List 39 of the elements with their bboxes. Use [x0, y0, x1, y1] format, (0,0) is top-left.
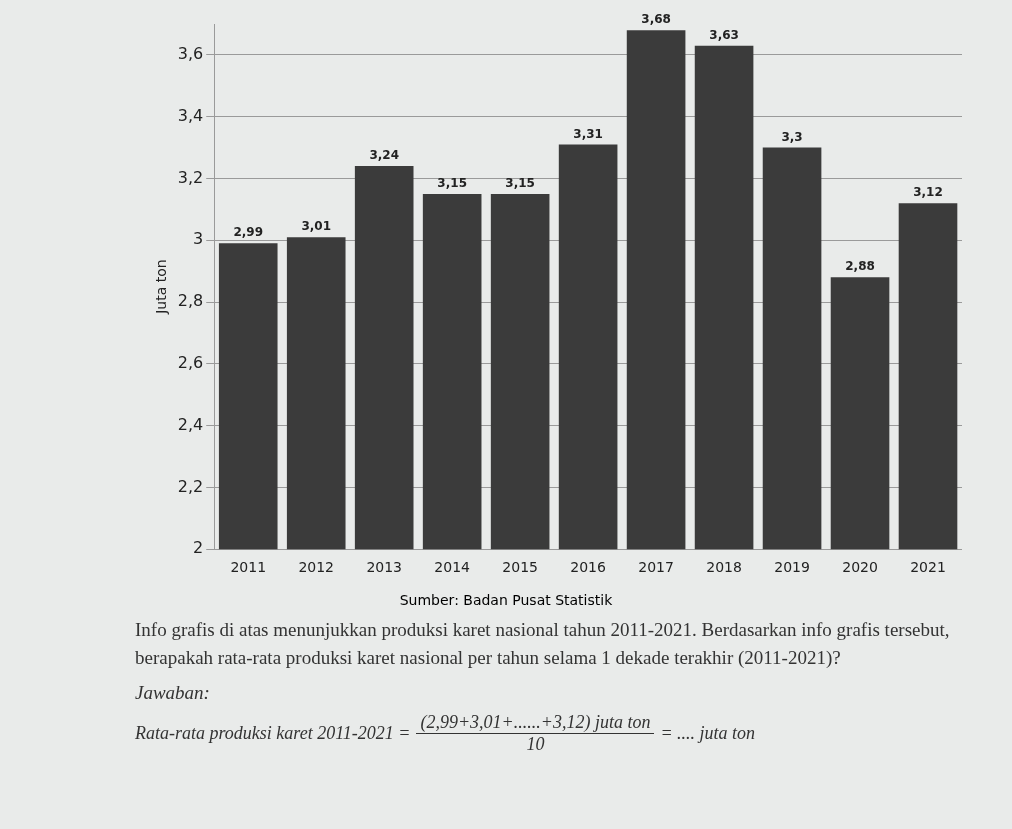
y-tick-label: 3,6 — [177, 44, 204, 64]
data-label: 3,24 — [369, 148, 399, 163]
y-axis-title: Juta ton — [153, 259, 170, 315]
y-tick-label: 2 — [193, 538, 204, 558]
x-tick-label: 2013 — [366, 559, 403, 576]
text: Info grafis di atas menunjukkan produksi karet nasional tahun 2011-2021. Berdasarkan info grafis tersebut, berapakah rata-rata produksi karet nasional per tahun selama 1 dekade terakhir (2011-2021)? — [135, 618, 951, 670]
text: Sumber: Badan Pusat Statistik — [398, 592, 614, 608]
x-tick-label: 2015 — [502, 559, 538, 576]
x-tick-label: 2016 — [570, 559, 607, 576]
y-tick-label: 2,4 — [177, 414, 204, 434]
x-tick-label: 2018 — [706, 559, 742, 576]
x-tick-label: 2012 — [298, 559, 335, 576]
data-label: 3,63 — [709, 27, 739, 42]
x-tick-label: 2014 — [434, 559, 471, 576]
data-label: 2,88 — [845, 259, 875, 274]
text: = .... juta ton — [660, 723, 756, 744]
text: 10 — [526, 734, 545, 755]
x-tick-label: 2020 — [842, 559, 878, 576]
text: (2,99+3,01+......+3,12) juta ton — [416, 712, 655, 734]
data-label: 3,15 — [505, 176, 535, 191]
y-tick-label: 2,2 — [177, 476, 204, 496]
data-label: 3,31 — [573, 126, 603, 141]
data-label: 3,12 — [913, 185, 943, 200]
data-label: 2,99 — [233, 225, 264, 240]
x-tick-label: 2019 — [774, 559, 810, 576]
data-label: 3,15 — [437, 176, 467, 191]
data-label: 3,3 — [781, 129, 803, 144]
text: Rata-rata produksi karet 2011-2021 = — [135, 723, 411, 744]
x-tick-label: 2011 — [230, 559, 267, 576]
y-tick-label: 2,8 — [177, 291, 204, 311]
y-tick-label: 3 — [193, 229, 204, 249]
data-label: 3,01 — [301, 219, 332, 234]
x-tick-label: 2017 — [638, 559, 674, 576]
text: Jawaban: — [135, 682, 211, 704]
x-tick-label: 2021 — [910, 559, 946, 576]
data-label: 3,68 — [641, 12, 671, 27]
y-tick-label: 3,2 — [177, 167, 204, 187]
y-tick-label: 3,4 — [177, 105, 204, 125]
y-tick-label: 2,6 — [177, 352, 204, 372]
